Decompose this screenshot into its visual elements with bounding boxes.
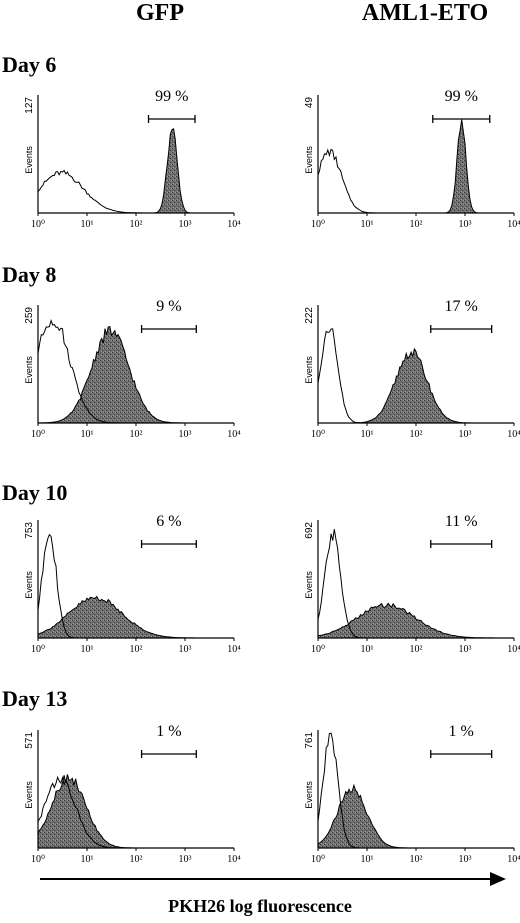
x-tick-label: 10⁴	[507, 644, 520, 655]
x-tick-label: 10⁰	[311, 644, 325, 655]
filled-histogram-pkh26	[38, 128, 234, 214]
y-max-tick-label: 127	[24, 97, 35, 114]
filled-histogram-pkh26	[318, 119, 514, 214]
histogram-panel: 127 Events 10⁰ 10¹ 10² 10³ 10⁴ 99 %	[24, 88, 241, 230]
x-tick-label: 10²	[410, 854, 423, 865]
histogram-panel: 761 Events 10⁰ 10¹ 10² 10³ 10⁴ 1 %	[304, 723, 520, 865]
y-max-tick-label: 753	[24, 522, 35, 539]
y-axis-label: Events	[304, 571, 314, 599]
x-tick-label: 10³	[459, 429, 472, 440]
histogram-panel: 692 Events 10⁰ 10¹ 10² 10³ 10⁴ 11 %	[304, 513, 520, 655]
x-tick-label: 10¹	[81, 854, 94, 865]
x-tick-label: 10⁰	[311, 854, 325, 865]
filled-histogram-pkh26	[318, 347, 514, 424]
y-max-tick-label: 222	[304, 307, 315, 324]
x-tick-label: 10²	[130, 219, 143, 230]
x-tick-label: 10³	[459, 644, 472, 655]
row-label-day-8: Day 8	[2, 262, 57, 287]
y-axis-label: Events	[24, 571, 34, 599]
x-axis-caption: PKH26 log fluorescence	[168, 896, 352, 916]
x-tick-label: 10⁴	[507, 429, 520, 440]
x-tick-label: 10⁴	[227, 854, 241, 865]
y-axis-label: Events	[304, 781, 314, 809]
histogram-panel: 49 Events 10⁰ 10¹ 10² 10³ 10⁴ 99 %	[304, 88, 520, 230]
x-tick-label: 10²	[130, 644, 143, 655]
histogram-panel: 259 Events 10⁰ 10¹ 10² 10³ 10⁴ 9 %	[24, 298, 241, 440]
x-tick-label: 10¹	[81, 429, 94, 440]
x-tick-label: 10³	[459, 854, 472, 865]
x-tick-label: 10⁴	[227, 219, 241, 230]
x-tick-label: 10¹	[81, 219, 94, 230]
x-tick-label: 10⁰	[31, 854, 45, 865]
percent-label: 99 %	[445, 88, 478, 105]
row-label-day-13: Day 13	[2, 686, 68, 711]
open-histogram-control	[317, 148, 514, 214]
y-axis-label: Events	[304, 146, 314, 174]
x-tick-label: 10¹	[361, 429, 374, 440]
percent-label: 1 %	[156, 723, 181, 740]
x-tick-label: 10⁴	[507, 219, 520, 230]
percent-label: 11 %	[445, 513, 478, 530]
y-axis-label: Events	[24, 781, 34, 809]
filled-histogram-pkh26	[37, 595, 234, 639]
x-tick-label: 10³	[179, 854, 192, 865]
x-tick-label: 10⁴	[507, 854, 520, 865]
x-tick-label: 10⁴	[227, 429, 241, 440]
x-tick-label: 10³	[179, 644, 192, 655]
y-max-tick-label: 49	[304, 97, 315, 109]
percent-label: 9 %	[156, 298, 181, 315]
y-max-tick-label: 692	[304, 522, 315, 539]
x-tick-label: 10¹	[361, 219, 374, 230]
x-tick-label: 10⁰	[31, 219, 45, 230]
y-axis-label: Events	[24, 356, 34, 384]
x-tick-label: 10²	[410, 219, 423, 230]
x-tick-label: 10¹	[81, 644, 94, 655]
histogram-panel: 753 Events 10⁰ 10¹ 10² 10³ 10⁴ 6 %	[24, 513, 241, 655]
x-direction-arrowhead	[490, 872, 506, 886]
row-label-day-6: Day 6	[2, 52, 57, 77]
x-tick-label: 10⁰	[311, 429, 325, 440]
percent-label: 17 %	[445, 298, 478, 315]
filled-histogram-pkh26	[37, 325, 234, 424]
y-max-tick-label: 259	[24, 307, 35, 324]
x-tick-label: 10⁰	[31, 429, 45, 440]
x-tick-label: 10¹	[361, 644, 374, 655]
x-tick-label: 10³	[179, 219, 192, 230]
row-label-day-10: Day 10	[2, 480, 68, 505]
column-header-gfp: GFP	[136, 0, 184, 26]
x-tick-label: 10³	[179, 429, 192, 440]
y-max-tick-label: 571	[24, 732, 35, 749]
x-tick-label: 10⁰	[311, 219, 325, 230]
filled-histogram-pkh26	[37, 774, 234, 849]
column-header-aml1-eto: AML1-ETO	[361, 0, 489, 26]
x-tick-label: 10²	[130, 429, 143, 440]
percent-label: 6 %	[156, 513, 181, 530]
y-axis-label: Events	[24, 146, 34, 174]
x-tick-label: 10²	[410, 429, 423, 440]
open-histogram-control	[37, 169, 234, 214]
x-tick-label: 10²	[130, 854, 143, 865]
percent-label: 99 %	[155, 88, 188, 105]
x-tick-label: 10¹	[361, 854, 374, 865]
x-tick-label: 10⁴	[227, 644, 241, 655]
y-max-tick-label: 761	[304, 732, 315, 749]
histogram-panel: 571 Events 10⁰ 10¹ 10² 10³ 10⁴ 1 %	[24, 723, 241, 865]
histogram-panel: 222 Events 10⁰ 10¹ 10² 10³ 10⁴ 17 %	[304, 298, 520, 440]
y-axis-label: Events	[304, 356, 314, 384]
x-tick-label: 10²	[410, 644, 423, 655]
percent-label: 1 %	[449, 723, 474, 740]
x-tick-label: 10³	[459, 219, 472, 230]
x-tick-label: 10⁰	[31, 644, 45, 655]
